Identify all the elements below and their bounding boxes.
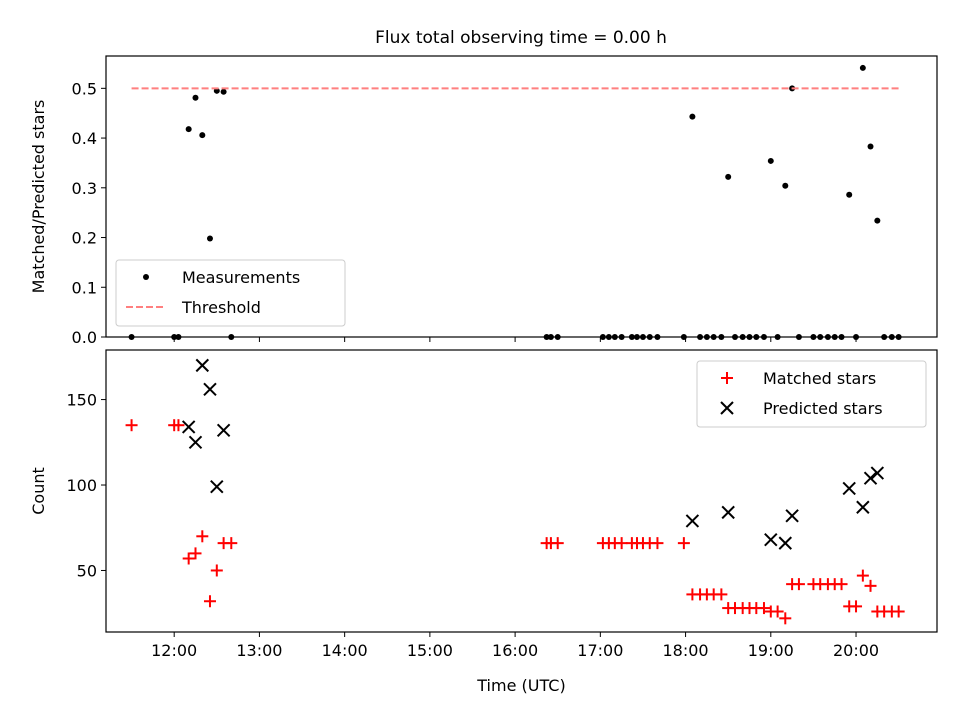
count-series-0	[125, 419, 905, 625]
matched-star-point	[189, 547, 202, 560]
xtick-label: 15:00	[407, 641, 453, 660]
count-ylabel: Count	[29, 467, 48, 515]
ratio-ytick-label: 0.3	[72, 179, 97, 198]
measurement-point	[689, 113, 696, 120]
matched-star-point	[715, 588, 728, 601]
measurement-point	[782, 182, 789, 189]
xtick-label: 20:00	[833, 641, 879, 660]
count-ytick-label: 100	[66, 476, 97, 495]
predicted-star-point	[203, 382, 217, 397]
predicted-star-point	[785, 509, 799, 523]
matched-star-point	[225, 537, 238, 550]
measurement-point	[867, 143, 874, 150]
predicted-star-point	[181, 420, 196, 434]
ratio-axes-frame	[105, 55, 938, 338]
matched-star-point	[757, 602, 770, 615]
legend-matched-swatch	[721, 372, 733, 384]
measurement-point	[220, 88, 227, 95]
predicted-star-point	[778, 536, 792, 550]
predicted-star-point	[216, 423, 231, 438]
xtick-label: 13:00	[236, 641, 282, 660]
xlabel: Time (UTC)	[476, 676, 565, 695]
count-panel: 50 100 150 12:00 13:00 14:00 15:00 16:00 17:00 18…	[29, 349, 938, 695]
predicted-star-point	[210, 480, 224, 494]
predicted-star-point	[842, 481, 856, 496]
xtick-label: 17:00	[577, 641, 623, 660]
matched-star-point	[677, 537, 690, 550]
count-ytick-label: 50	[77, 561, 97, 580]
xtick-label: 16:00	[492, 641, 538, 660]
measurement-point	[199, 132, 206, 139]
count-axes-frame	[105, 349, 938, 633]
measurement-point	[725, 173, 732, 180]
legend-label: Matched stars	[763, 369, 876, 388]
matched-star-point	[651, 537, 664, 550]
matched-star-point	[792, 578, 805, 591]
ratio-ylabel: Matched/Predicted stars	[29, 100, 48, 294]
measurement-point	[859, 64, 866, 71]
legend-label: Measurements	[182, 268, 300, 287]
measurement-point	[846, 191, 853, 198]
predicted-star-point	[863, 471, 878, 485]
predicted-star-point	[721, 505, 735, 520]
legend-box	[115, 259, 346, 327]
legend-measurement-swatch	[143, 274, 149, 280]
measurement-point	[874, 217, 881, 224]
ratio-ytick-label: 0.4	[72, 129, 97, 148]
matched-star-point	[551, 537, 564, 550]
ratio-ytick-label: 0.1	[72, 278, 97, 297]
matched-star-point	[196, 530, 209, 543]
legend-box	[696, 360, 927, 428]
count-ytick-label: 150	[66, 391, 97, 410]
chart-title: Flux total observing time = 0.00 h	[375, 28, 667, 48]
matched-star-point	[210, 564, 223, 577]
predicted-star-point	[685, 514, 700, 528]
xtick-label: 18:00	[663, 641, 709, 660]
measurement-point	[185, 126, 192, 133]
ratio-ytick-label: 0.0	[72, 328, 97, 347]
predicted-star-point	[188, 435, 203, 449]
count-legend: Matched stars Predicted stars	[696, 360, 927, 428]
measurement-point	[206, 235, 213, 242]
matched-star-point	[615, 537, 628, 550]
xtick-label: 12:00	[151, 641, 197, 660]
matched-star-point	[771, 605, 784, 618]
xtick-label: 14:00	[322, 641, 368, 660]
measurement-point	[767, 157, 774, 164]
matched-star-point	[856, 569, 869, 582]
predicted-star-point	[764, 533, 778, 547]
legend-label: Predicted stars	[763, 399, 883, 418]
matched-star-point	[125, 419, 138, 432]
matched-star-point	[182, 552, 195, 565]
ratio-legend: Measurements Threshold	[115, 259, 346, 327]
ratio-ytick-label: 0.2	[72, 229, 97, 248]
matched-star-point	[835, 578, 848, 591]
legend-predicted-swatch	[720, 401, 734, 415]
matched-star-point	[172, 419, 185, 432]
xtick-label: 19:00	[748, 641, 794, 660]
matched-star-point	[892, 605, 905, 618]
ratio-ytick-label: 0.5	[72, 79, 97, 98]
count-series-1	[181, 358, 885, 550]
matched-star-point	[864, 579, 877, 592]
predicted-star-point	[856, 500, 870, 514]
measurement-point	[192, 94, 199, 101]
matched-star-point	[203, 595, 216, 608]
predicted-star-point	[870, 466, 885, 480]
matched-star-point	[779, 612, 792, 625]
legend-label: Threshold	[181, 298, 261, 317]
ratio-panel: 0.0 0.1 0.2 0.3 0.4 0.5 Matched/Predicted star…	[29, 55, 938, 347]
matched-star-point	[850, 600, 863, 613]
predicted-star-point	[195, 358, 210, 373]
